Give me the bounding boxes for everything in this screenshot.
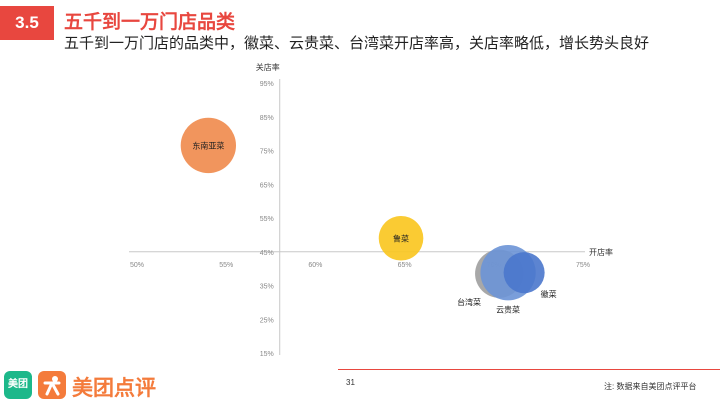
page-subtitle: 五千到一万门店的品类中，徽菜、云贵菜、台湾菜开店率高，关店率略低，增长势头良好 <box>64 35 650 52</box>
footer-divider <box>338 369 720 370</box>
y-tick-label: 85% <box>260 115 274 122</box>
page-title: 五千到一万门店品类 <box>64 12 236 33</box>
y-tick-label: 35% <box>260 284 274 291</box>
y-tick-label: 55% <box>260 216 274 223</box>
bubble-label: 鲁菜 <box>393 233 409 243</box>
y-axis-title: 关店率 <box>256 62 280 72</box>
page-number: 31 <box>346 378 355 387</box>
y-tick-label: 25% <box>260 317 274 324</box>
dianping-logo-icon <box>38 371 66 399</box>
bubble-label: 云贵菜 <box>496 304 520 314</box>
meituan-logo-icon: 美团 <box>4 371 32 399</box>
x-axis-title: 开店率 <box>589 247 613 257</box>
x-tick-label: 75% <box>576 262 590 269</box>
x-tick-label: 65% <box>398 262 412 269</box>
bubble-label: 东南亚菜 <box>192 140 224 150</box>
y-tick-label: 15% <box>260 351 274 358</box>
y-tick-label: 65% <box>260 182 274 189</box>
y-tick-label: 75% <box>260 149 274 156</box>
x-tick-label: 50% <box>130 262 144 269</box>
bubble-point <box>180 117 237 174</box>
logo-text: 美团点评 <box>72 377 156 400</box>
bubble-point <box>503 252 545 294</box>
x-tick-label: 55% <box>219 262 233 269</box>
section-number-badge: 3.5 <box>0 6 54 40</box>
y-tick-label: 95% <box>260 81 274 88</box>
bubble-label: 台湾菜 <box>457 297 481 307</box>
y-tick-label: 45% <box>260 250 274 257</box>
bubble-point <box>378 215 424 261</box>
bubble-label: 徽菜 <box>541 289 557 299</box>
x-tick-label: 60% <box>308 262 322 269</box>
source-note: 注: 数据来自美团点评平台 <box>604 382 697 391</box>
